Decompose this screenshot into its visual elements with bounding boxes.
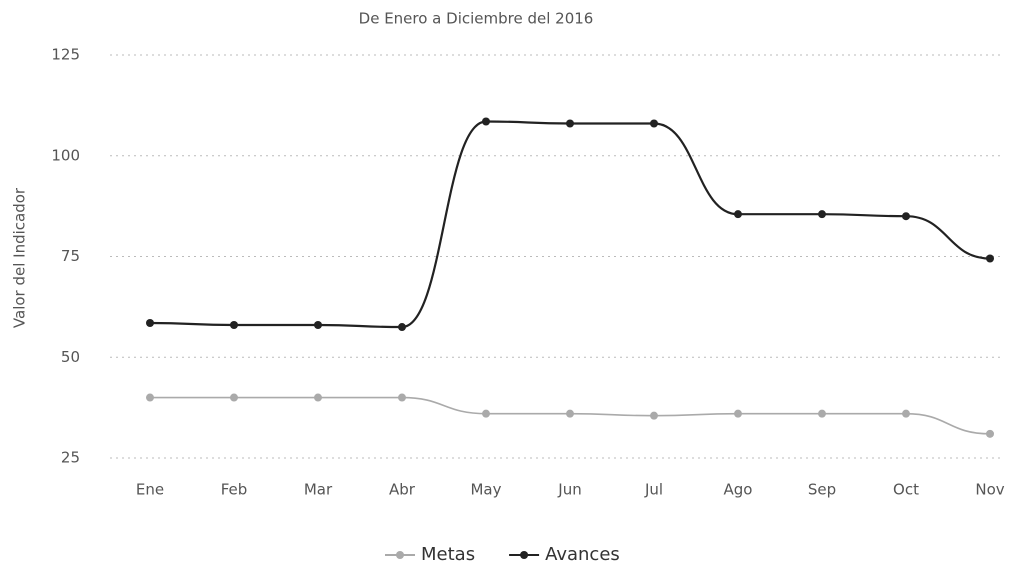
x-tick-label: Feb — [221, 481, 248, 499]
point — [650, 119, 658, 128]
point — [566, 409, 574, 418]
point — [818, 210, 826, 219]
point — [398, 393, 406, 402]
y-tick-label: 75 — [61, 247, 80, 265]
x-tick-label: Jun — [557, 481, 581, 499]
y-axis-label: Valor del Indicador — [11, 187, 29, 328]
point — [482, 117, 490, 126]
legend-marker — [520, 551, 529, 559]
point — [986, 254, 994, 263]
series-line — [149, 120, 991, 329]
y-tick-label: 25 — [61, 449, 80, 467]
legend-label: Metas — [421, 544, 475, 565]
x-tick-label: Ago — [724, 481, 753, 499]
point — [482, 409, 490, 418]
point — [650, 411, 658, 420]
x-tick-label: Nov — [975, 481, 1004, 499]
point — [230, 393, 238, 402]
point — [734, 210, 742, 219]
point — [902, 409, 910, 418]
point — [146, 393, 154, 402]
point — [314, 393, 322, 402]
x-tick-label: Sep — [808, 481, 836, 499]
chart-title: De Enero a Diciembre del 2016 — [359, 10, 594, 28]
point — [986, 429, 994, 438]
y-tick-label: 125 — [51, 46, 80, 64]
x-tick-label: Mar — [304, 481, 333, 499]
x-tick-label: Jul — [644, 481, 663, 499]
y-tick-label: 50 — [61, 348, 80, 366]
point — [902, 212, 910, 221]
x-tick-label: May — [470, 481, 501, 499]
y-tick-label: 100 — [51, 146, 80, 164]
point — [146, 318, 154, 327]
legend-marker — [396, 551, 404, 559]
point — [734, 409, 742, 418]
legend-label: Avances — [545, 544, 620, 565]
point — [398, 323, 406, 332]
x-tick-label: Oct — [893, 481, 919, 499]
point — [566, 119, 574, 128]
x-tick-label: Ene — [136, 481, 164, 499]
point — [818, 409, 826, 418]
point — [230, 321, 238, 330]
point — [314, 321, 322, 330]
x-tick-label: Abr — [389, 481, 416, 499]
